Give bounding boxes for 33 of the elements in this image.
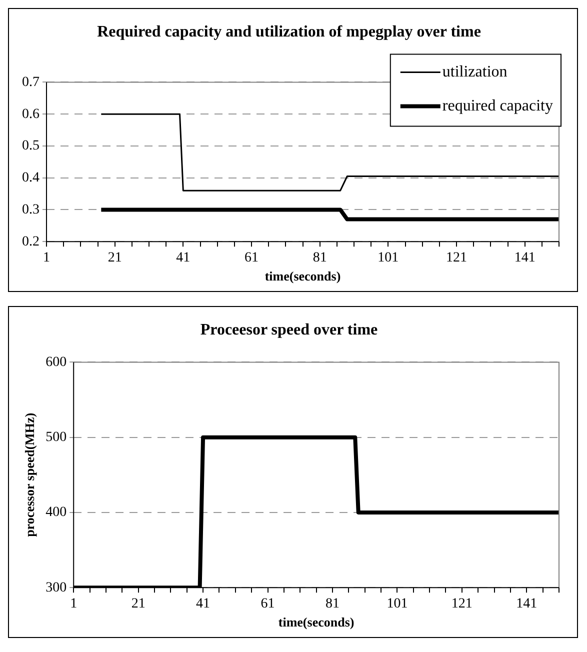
x-tick-label: 1 bbox=[43, 250, 50, 266]
y-tick-label: 300 bbox=[46, 580, 67, 596]
x-tick-label: 21 bbox=[108, 250, 122, 266]
y-axis-title: processor speed(MHz) bbox=[22, 412, 38, 537]
x-axis-title: time(seconds) bbox=[278, 614, 354, 630]
y-tick-label: 0.3 bbox=[22, 202, 40, 218]
x-tick-label: 121 bbox=[446, 250, 467, 266]
chart-title: Required capacity and utilization of mpegplay over time bbox=[97, 24, 481, 41]
x-axis-title: time(seconds) bbox=[264, 268, 341, 284]
y-tick-label: 0.4 bbox=[22, 170, 40, 186]
x-tick-label: 101 bbox=[378, 250, 399, 266]
x-tick-label: 41 bbox=[176, 250, 190, 266]
legend-label: utilization bbox=[442, 63, 508, 80]
y-tick-label: 0.6 bbox=[22, 106, 40, 122]
y-tick-label: 0.2 bbox=[22, 234, 40, 250]
x-tick-label: 61 bbox=[260, 596, 275, 612]
y-tick-label: 0.5 bbox=[22, 138, 40, 154]
y-tick-label: 600 bbox=[46, 354, 67, 370]
x-tick-label: 21 bbox=[131, 596, 146, 612]
x-tick-label: 101 bbox=[386, 596, 408, 612]
chart-title: Proceesor speed over time bbox=[200, 322, 378, 339]
x-tick-label: 121 bbox=[451, 596, 472, 612]
x-tick-label: 81 bbox=[325, 596, 340, 612]
legend-label: required capacity bbox=[442, 97, 554, 114]
x-tick-label: 1 bbox=[70, 596, 78, 612]
x-tick-label: 141 bbox=[516, 596, 538, 612]
x-tick-label: 81 bbox=[312, 250, 327, 266]
x-tick-label: 141 bbox=[514, 250, 536, 266]
y-tick-label: 0.7 bbox=[22, 74, 40, 90]
x-tick-label: 61 bbox=[244, 250, 258, 266]
x-tick-label: 41 bbox=[196, 596, 210, 612]
y-tick-label: 400 bbox=[46, 505, 67, 520]
y-tick-label: 500 bbox=[46, 430, 67, 446]
